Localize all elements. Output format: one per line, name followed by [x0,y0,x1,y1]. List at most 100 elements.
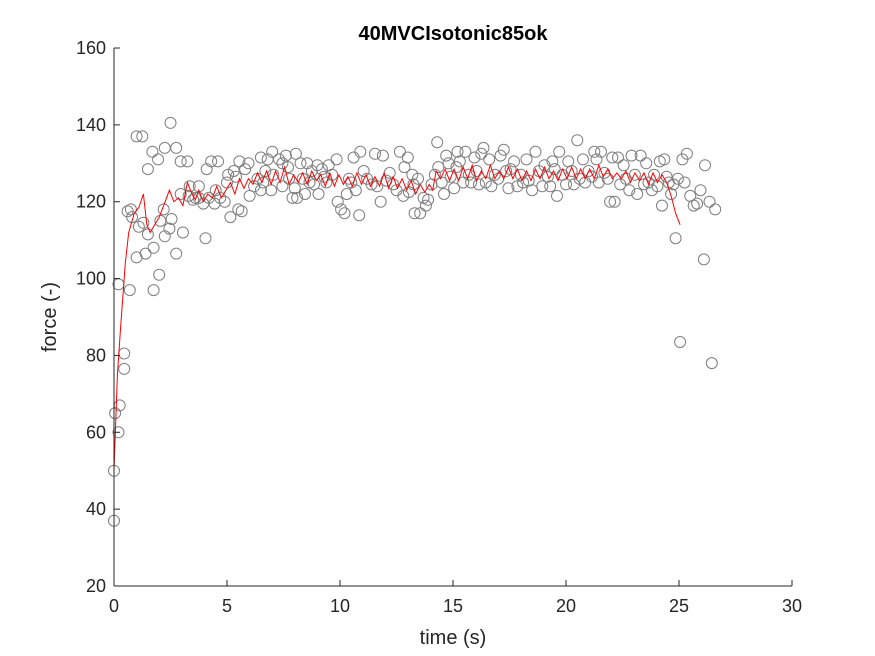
data-point [640,157,653,170]
data-point [242,157,255,170]
data-point [442,157,455,170]
data-point [514,168,527,181]
data-point [239,163,252,176]
data-point [205,155,218,168]
data-point [604,195,617,208]
data-point [254,151,267,164]
y-tick-label: 40 [86,499,106,519]
data-point [199,232,212,245]
data-point [432,161,445,174]
data-point [595,145,607,158]
data-point [541,170,554,183]
data-point [212,155,224,168]
data-point [257,176,270,189]
data-point [709,203,722,216]
data-point [192,180,205,193]
data-point [651,180,664,193]
data-point [536,180,549,193]
data-point [634,149,647,162]
data-point [497,143,510,156]
data-point [412,172,424,185]
data-point [273,153,285,166]
data-point [419,199,432,212]
line-series [113,163,681,471]
data-point [408,207,421,220]
x-axis-label: time (s) [420,627,487,649]
data-point [628,168,641,181]
data-point [488,168,501,181]
data-point [687,199,700,212]
data-point [590,153,603,166]
y-tick-label: 60 [86,422,106,442]
data-point [393,145,406,158]
data-point [112,426,125,439]
data-point [157,203,170,216]
data-point [288,182,301,195]
data-point [551,189,563,202]
data-point [369,147,381,160]
data-point [147,284,160,297]
data-point [450,161,463,174]
data-point [697,253,710,266]
data-point [164,116,177,129]
data-point [422,193,435,206]
data-point [291,191,304,204]
data-point [565,165,578,177]
data-point [286,191,299,204]
chart-title: 40MVCIsotonic85ok [359,23,549,45]
data-point [401,151,414,164]
data-point [705,357,718,370]
scatter-series [108,116,722,527]
data-point [338,207,351,220]
data-point [544,180,557,193]
data-point [674,336,687,348]
data-point [147,241,160,254]
data-point [331,195,344,208]
data-point [233,155,246,168]
y-tick-label: 140 [76,115,106,135]
data-point [691,197,704,210]
data-point [577,153,589,166]
data-point [118,362,131,375]
data-point [294,157,307,170]
data-point [259,165,272,177]
data-point [181,155,194,168]
data-point [444,170,457,183]
data-point [470,165,483,177]
data-point [453,155,466,168]
data-point [680,147,693,160]
data-point [494,149,507,162]
data-point [483,153,496,166]
data-point [276,180,289,193]
data-point [187,193,200,206]
data-point [365,178,378,191]
data-point [345,176,358,189]
data-point [170,247,183,260]
data-point [153,268,166,281]
data-point [315,163,328,176]
data-point [694,184,707,197]
plot-area [114,48,792,586]
x-tick-label: 20 [556,596,576,616]
data-point [625,149,638,162]
data-point [126,211,139,224]
data-point [546,155,559,168]
data-point [136,130,149,143]
data-point [588,145,601,158]
y-tick-label: 100 [76,269,106,289]
data-point [571,134,584,147]
data-point [357,165,370,177]
data-point [279,149,292,162]
data-point [658,153,671,166]
x-tick-label: 30 [782,596,802,616]
data-point [462,168,475,181]
y-tick-label: 80 [86,345,106,365]
data-point [227,165,240,177]
data-point [312,188,325,200]
data-point [266,145,279,158]
data-point [617,159,630,172]
data-point [123,284,136,297]
data-point [176,226,189,239]
y-tick-label: 160 [76,38,106,58]
